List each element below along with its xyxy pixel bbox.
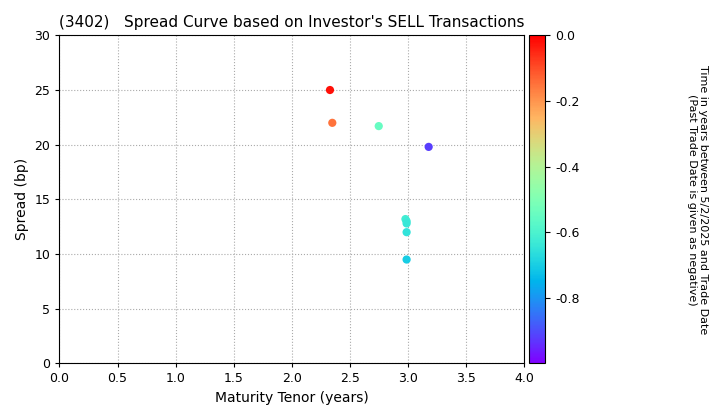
Point bbox=[400, 216, 411, 223]
Y-axis label: Spread (bp): Spread (bp) bbox=[15, 158, 29, 240]
X-axis label: Maturity Tenor (years): Maturity Tenor (years) bbox=[215, 391, 369, 405]
Point bbox=[373, 123, 384, 129]
Point bbox=[423, 144, 434, 150]
Point bbox=[401, 218, 413, 225]
Point bbox=[327, 119, 338, 126]
Point bbox=[324, 87, 336, 93]
Point bbox=[401, 256, 413, 263]
Y-axis label: Time in years between 5/2/2025 and Trade Date
(Past Trade Date is given as negat: Time in years between 5/2/2025 and Trade… bbox=[687, 65, 708, 334]
Text: (3402)   Spread Curve based on Investor's SELL Transactions: (3402) Spread Curve based on Investor's … bbox=[60, 15, 525, 30]
Point bbox=[401, 220, 413, 227]
Point bbox=[401, 229, 413, 236]
